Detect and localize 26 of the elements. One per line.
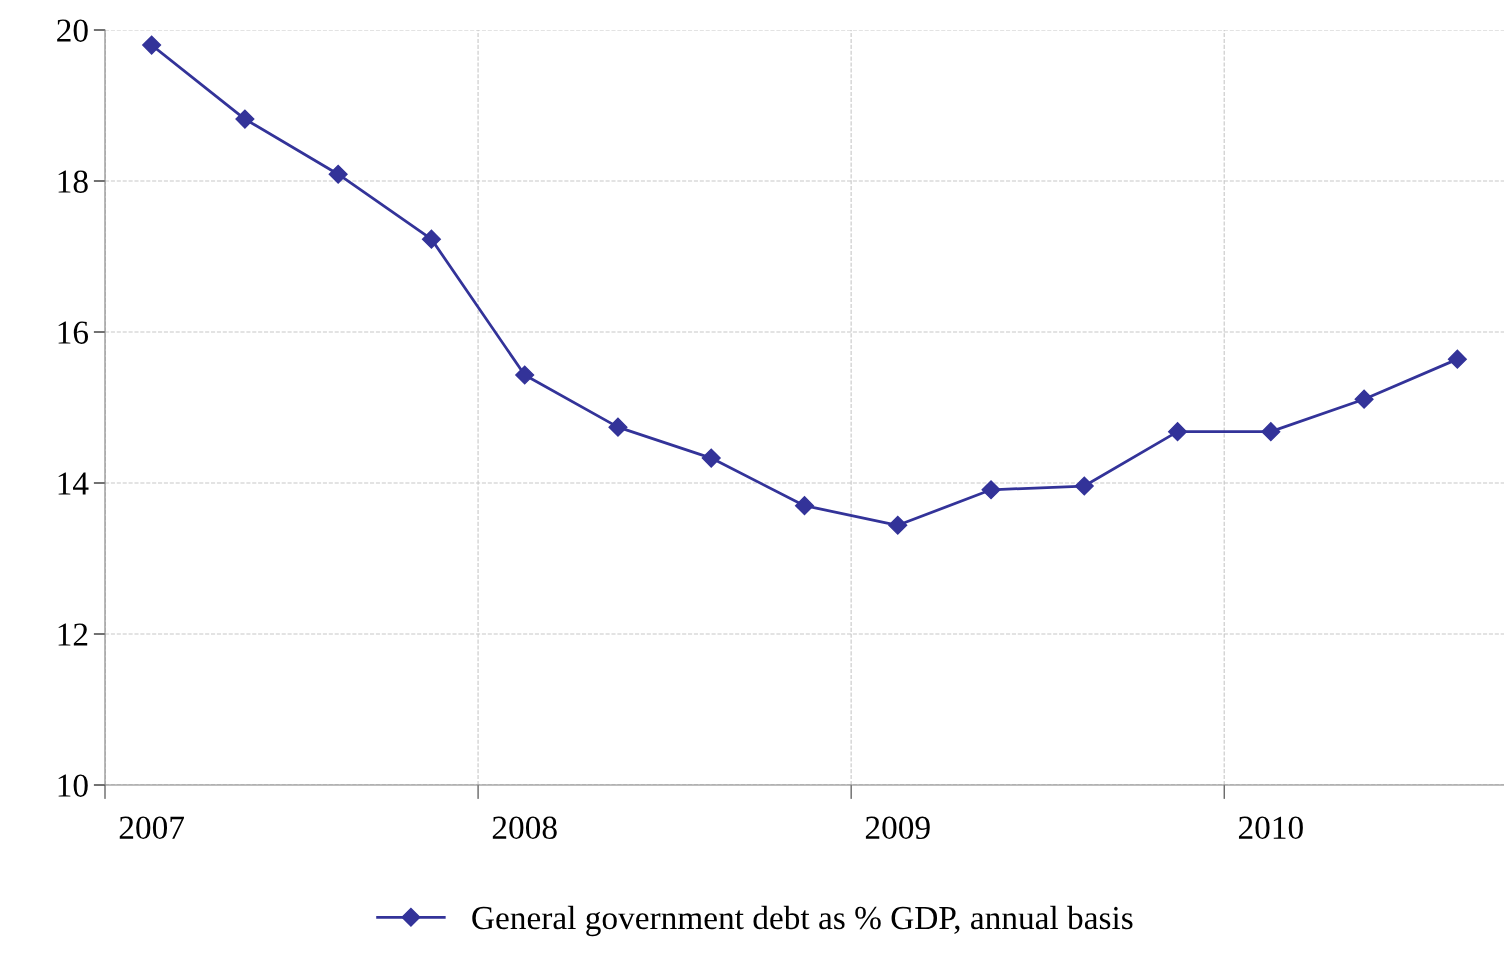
point <box>515 365 535 385</box>
y-tick-label: 20 <box>57 19 88 42</box>
point <box>1354 389 1374 409</box>
point <box>1447 349 1467 369</box>
x-tick-label: 2008 <box>492 816 557 840</box>
y-tick-label: 12 <box>58 623 88 646</box>
point <box>328 164 348 184</box>
point <box>608 417 628 437</box>
point <box>235 109 255 129</box>
point <box>981 480 1001 500</box>
point <box>1261 422 1281 442</box>
point <box>421 229 441 249</box>
y-tick-label: 16 <box>58 321 89 344</box>
point <box>701 448 721 468</box>
x-tick-label: 2009 <box>865 816 930 840</box>
y-tick-label: 14 <box>58 472 89 495</box>
point <box>794 496 815 516</box>
point <box>142 35 162 55</box>
y-tick-label: 10 <box>58 774 88 797</box>
point <box>888 515 908 535</box>
point <box>1168 422 1188 442</box>
x-tick-label: 2007 <box>119 816 185 840</box>
point <box>1074 476 1094 496</box>
legend-label: General government debt as % GDP, annual basis <box>472 905 1133 937</box>
y-tick-label: 18 <box>58 170 88 193</box>
x-tick-label: 2010 <box>1238 816 1303 840</box>
